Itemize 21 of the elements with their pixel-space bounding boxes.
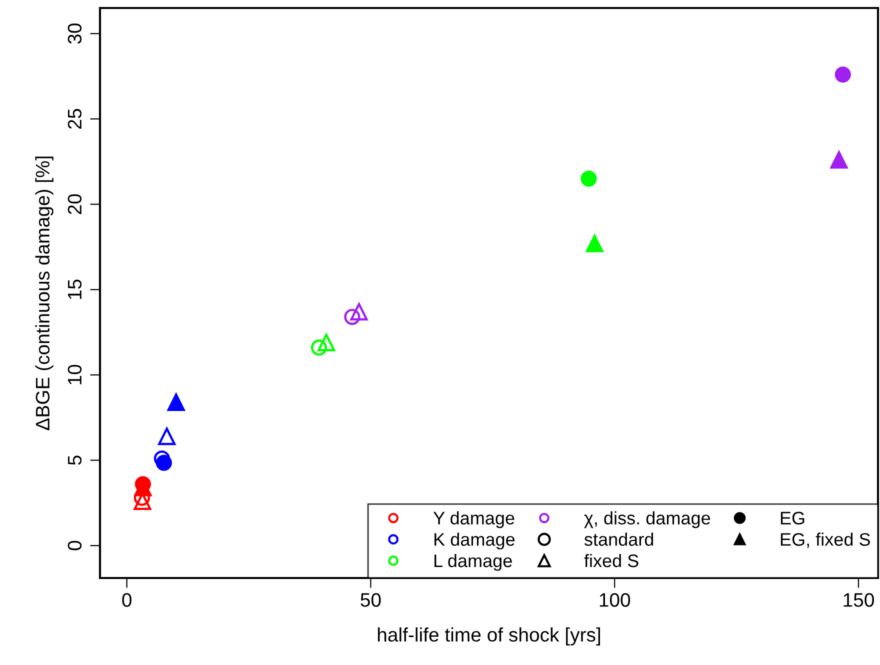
y-tick-label: 10 <box>68 364 82 384</box>
y-tick-label: 30 <box>68 24 82 44</box>
legend-label: fixed S <box>584 554 638 568</box>
legend-label: χ, diss. damage <box>584 511 710 528</box>
legend-label: Y damage <box>433 511 514 528</box>
x-tick-label: 100 <box>600 593 630 607</box>
legend-label: K damage <box>434 532 515 550</box>
legend-label: EG, fixed S <box>780 532 870 548</box>
y-tick-label: 20 <box>68 194 82 214</box>
x-tick-label: 150 <box>844 593 874 607</box>
y-tick-label: 0 <box>68 540 82 550</box>
legend-label: standard <box>584 532 654 546</box>
y-axis-title: ΔBGE (continuous damage) [%] <box>35 156 54 430</box>
y-tick-label: 5 <box>68 456 82 465</box>
x-axis-title: half-life time of shock [yrs] <box>378 627 600 646</box>
x-tick-label: 0 <box>122 593 132 607</box>
y-tick-label: 15 <box>68 280 82 299</box>
x-tick-label: 50 <box>360 593 381 607</box>
legend-label: EG <box>780 512 804 525</box>
legend-label: L damage <box>434 554 512 571</box>
y-tick-label: 25 <box>68 108 82 129</box>
